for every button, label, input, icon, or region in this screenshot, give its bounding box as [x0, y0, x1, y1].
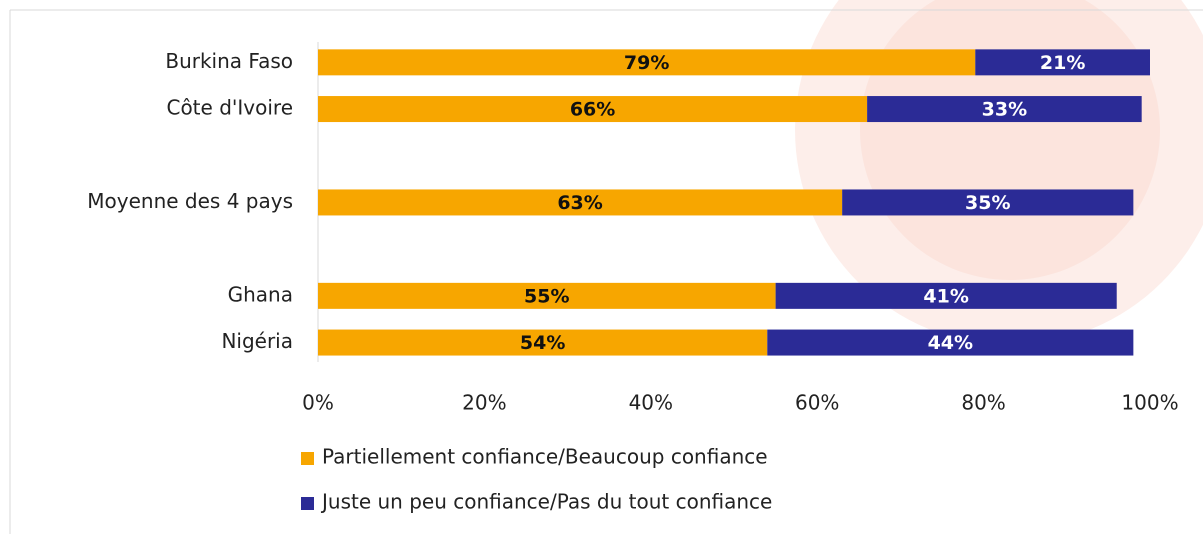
data-label: 21%: [1040, 52, 1085, 74]
legend-label: Juste un peu confiance/Pas du tout confi…: [320, 490, 772, 514]
y-tick-label: Côte d'Ivoire: [166, 96, 293, 120]
data-label: 63%: [557, 192, 602, 214]
data-label: 35%: [965, 192, 1010, 214]
bar-segment: [867, 96, 1142, 123]
x-tick-label: 40%: [629, 391, 673, 415]
bar-segment: [775, 282, 1117, 309]
legend-swatch: [301, 497, 314, 510]
bar-segment: [318, 189, 843, 216]
data-label: 33%: [982, 99, 1027, 121]
y-tick-label: Burkina Faso: [165, 49, 293, 73]
legend-label: Partiellement confiance/Beaucoup confian…: [322, 445, 768, 469]
y-tick-label: Nigéria: [221, 329, 293, 353]
bar-segment: [842, 189, 1134, 216]
data-label: 55%: [524, 285, 569, 307]
x-tick-label: 80%: [961, 391, 1005, 415]
legend-swatch: [301, 452, 314, 465]
bar-segment: [318, 282, 776, 309]
x-tick-label: 60%: [795, 391, 839, 415]
bar-segment: [975, 49, 1150, 76]
data-label: 54%: [520, 332, 565, 354]
data-label: 79%: [624, 52, 669, 74]
x-tick-label: 0%: [302, 391, 334, 415]
y-tick-label: Ghana: [228, 282, 293, 306]
x-tick-label: 20%: [462, 391, 506, 415]
x-tick-label: 100%: [1121, 391, 1178, 415]
bar-segment: [318, 329, 768, 356]
bar-segment: [318, 49, 976, 76]
data-label: 66%: [570, 99, 615, 121]
data-label: 44%: [928, 332, 973, 354]
y-tick-label: Moyenne des 4 pays: [87, 189, 293, 213]
data-label: 41%: [923, 285, 968, 307]
bar-segment: [767, 329, 1134, 356]
bar-segment: [318, 96, 868, 123]
